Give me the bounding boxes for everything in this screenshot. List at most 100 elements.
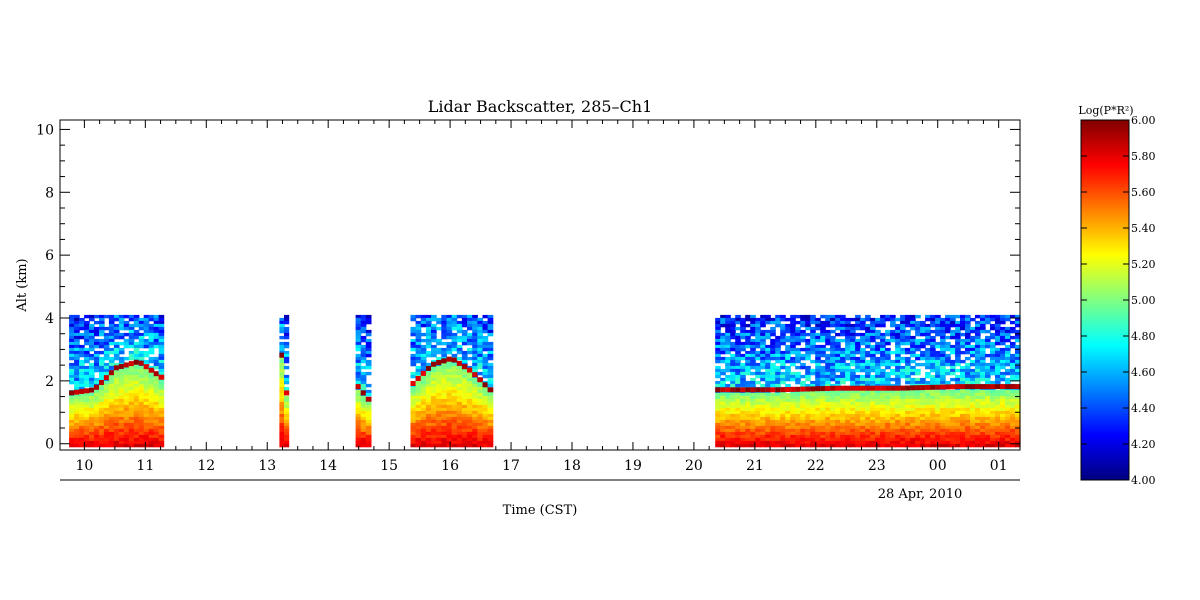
backscatter-cell <box>360 401 367 406</box>
backscatter-cell <box>925 434 931 439</box>
backscatter-cell <box>720 392 726 397</box>
backscatter-cell <box>487 323 494 328</box>
backscatter-cell <box>1010 365 1016 370</box>
backscatter-cell <box>99 317 105 322</box>
backscatter-cell <box>415 344 422 349</box>
backscatter-cell <box>795 395 801 400</box>
backscatter-cell <box>153 314 160 319</box>
backscatter-cell <box>850 332 856 337</box>
backscatter-cell <box>472 443 478 448</box>
backscatter-cell <box>425 389 432 394</box>
aerosol-layer-top <box>99 380 105 385</box>
backscatter-cell <box>820 380 826 385</box>
backscatter-cell <box>995 407 1001 412</box>
backscatter-cell <box>760 317 766 322</box>
backscatter-cell <box>760 404 766 409</box>
backscatter-cell <box>875 329 881 334</box>
aerosol-layer-top <box>895 385 901 391</box>
backscatter-cell <box>420 359 427 364</box>
backscatter-cell <box>279 350 285 355</box>
backscatter-cell <box>765 428 771 433</box>
aerosol-layer-top <box>795 386 801 392</box>
backscatter-cell <box>835 389 841 394</box>
backscatter-cell <box>775 416 781 421</box>
backscatter-cell <box>990 371 996 376</box>
backscatter-cell <box>1015 407 1021 412</box>
backscatter-cell <box>84 347 90 352</box>
backscatter-cell <box>995 368 1001 373</box>
backscatter-cell <box>360 437 367 442</box>
backscatter-cell <box>795 338 801 343</box>
backscatter-cell <box>745 425 751 430</box>
backscatter-cell <box>965 314 971 319</box>
backscatter-cell <box>1010 344 1016 349</box>
backscatter-cell <box>94 437 100 442</box>
backscatter-cell <box>785 335 791 340</box>
backscatter-cell <box>79 419 85 424</box>
backscatter-cell <box>755 329 761 334</box>
backscatter-cell <box>482 329 489 334</box>
backscatter-cell <box>915 422 921 427</box>
backscatter-cell <box>925 422 931 427</box>
backscatter-cell <box>955 434 961 439</box>
backscatter-cell <box>850 356 856 361</box>
backscatter-cell <box>735 359 741 364</box>
aerosol-layer-top <box>461 364 468 370</box>
backscatter-cell <box>118 422 125 427</box>
backscatter-cell <box>815 338 821 343</box>
aerosol-layer-top <box>935 384 941 390</box>
backscatter-cell <box>153 434 160 439</box>
backscatter-cell <box>467 404 473 409</box>
backscatter-cell <box>920 344 926 349</box>
backscatter-cell <box>855 377 861 382</box>
backscatter-cell <box>446 347 453 352</box>
backscatter-cell <box>436 398 442 403</box>
backscatter-cell <box>875 356 881 361</box>
backscatter-cell <box>880 437 886 442</box>
backscatter-cell <box>885 314 891 319</box>
backscatter-cell <box>735 413 741 418</box>
backscatter-cell <box>103 362 110 367</box>
backscatter-cell <box>138 395 145 400</box>
backscatter-cell <box>420 368 427 373</box>
backscatter-cell <box>870 350 876 355</box>
backscatter-cell <box>965 323 971 328</box>
backscatter-cell <box>780 338 786 343</box>
backscatter-cell <box>875 404 881 409</box>
backscatter-cell <box>279 365 285 370</box>
backscatter-cell <box>730 365 736 370</box>
data-segment <box>279 314 290 448</box>
backscatter-cell <box>415 323 422 328</box>
backscatter-cell <box>790 395 796 400</box>
backscatter-cell <box>935 434 941 439</box>
backscatter-cell <box>900 413 906 418</box>
backscatter-cell <box>425 440 432 445</box>
backscatter-cell <box>451 380 458 385</box>
backscatter-cell <box>845 317 851 322</box>
backscatter-cell <box>1005 371 1011 376</box>
backscatter-cell <box>990 398 996 403</box>
backscatter-cell <box>99 359 105 364</box>
backscatter-cell <box>955 395 961 400</box>
backscatter-cell <box>355 401 362 406</box>
backscatter-cell <box>730 413 736 418</box>
backscatter-cell <box>1005 407 1011 412</box>
backscatter-cell <box>108 341 115 346</box>
backscatter-cell <box>965 356 971 361</box>
backscatter-cell <box>760 377 766 382</box>
backscatter-cell <box>487 395 494 400</box>
backscatter-cell <box>113 335 120 340</box>
y-tick-label: 0 <box>45 437 54 453</box>
aerosol-layer-top <box>975 384 981 390</box>
backscatter-cell <box>775 401 781 406</box>
backscatter-cell <box>740 347 746 352</box>
backscatter-cell <box>425 338 432 343</box>
backscatter-cell <box>975 362 981 367</box>
backscatter-cell <box>845 326 851 331</box>
backscatter-cell <box>745 443 751 448</box>
aerosol-layer-top <box>108 370 115 376</box>
x-tick-label: 12 <box>197 458 215 474</box>
colorbar-tick-label: 5.00 <box>1131 294 1156 307</box>
backscatter-cell <box>910 404 916 409</box>
backscatter-cell <box>1010 398 1016 403</box>
